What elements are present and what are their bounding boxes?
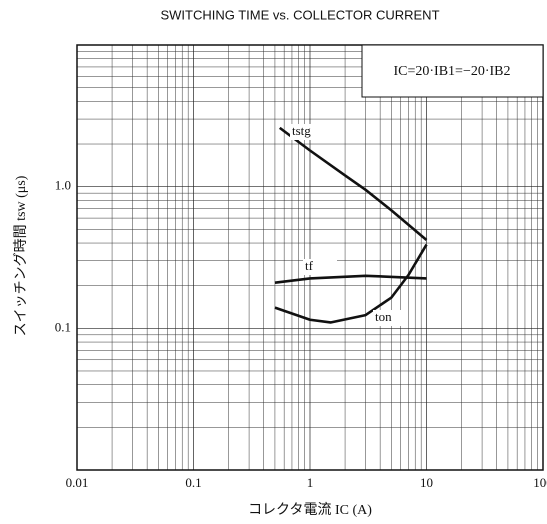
x-axis-label: コレクタ電流 IC (A): [248, 502, 372, 518]
annotation: IC=20·IB1=−20·IB2: [393, 64, 510, 79]
x-tick-label: 1: [307, 475, 314, 490]
annotation-box: [361, 44, 544, 98]
x-tick-label: 10: [420, 475, 433, 490]
curve: [274, 243, 428, 324]
legend-bg: [290, 124, 324, 140]
y-axis-label: スイッチング時間 tsw (μs): [13, 175, 29, 336]
x-tick-label: 0.1: [185, 475, 201, 490]
y-tick-label: 0.1: [55, 319, 71, 334]
curve: [278, 126, 428, 242]
legend-bg: [373, 310, 407, 326]
series-label: tstg: [292, 123, 311, 138]
y-tick-label: 1.0: [55, 178, 71, 193]
plot-frame: [76, 44, 544, 471]
curve: [274, 274, 427, 284]
series-label: ton: [375, 309, 392, 324]
chart-title: SWITCHING TIME vs. COLLECTOR CURRENT: [160, 7, 439, 22]
x-tick-label: 100: [533, 475, 547, 490]
legend-bg: [303, 259, 337, 275]
x-tick-label: 0.01: [66, 475, 89, 490]
series-label: tf: [305, 258, 314, 273]
